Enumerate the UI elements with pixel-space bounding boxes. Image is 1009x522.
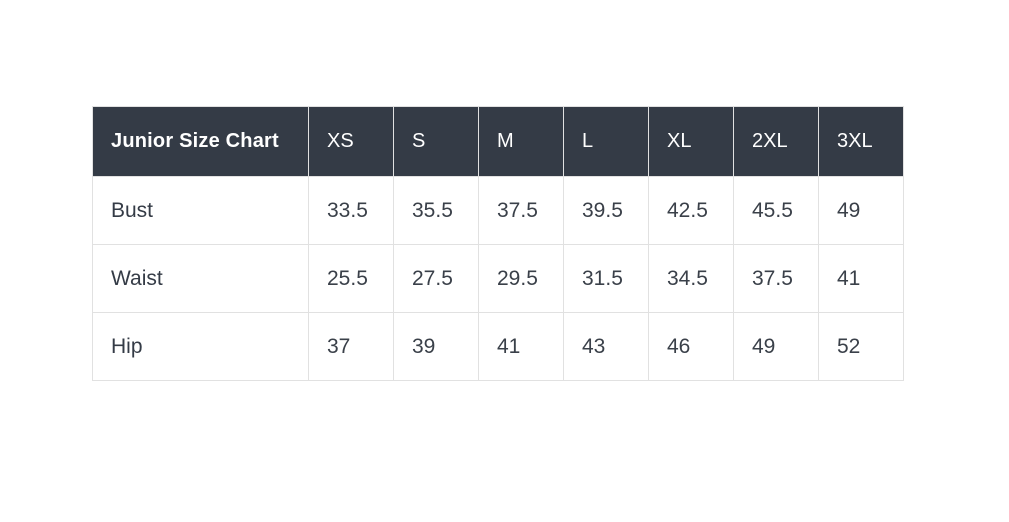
value-cell: 41 (818, 244, 904, 313)
value-cell: 43 (563, 312, 649, 381)
value-cell: 41 (478, 312, 564, 381)
row-label-cell: Waist (92, 244, 309, 313)
value-cell: 31.5 (563, 244, 649, 313)
table-row-bust: Bust 33.5 35.5 37.5 39.5 42.5 45.5 49 (92, 176, 904, 245)
value-cell: 42.5 (648, 176, 734, 245)
header-cell-s: S (393, 106, 479, 177)
value-cell: 35.5 (393, 176, 479, 245)
header-cell-m: M (478, 106, 564, 177)
table-header-row: Junior Size Chart XS S M L XL 2XL 3XL (92, 106, 904, 177)
value-cell: 39 (393, 312, 479, 381)
value-cell: 27.5 (393, 244, 479, 313)
value-cell: 37.5 (478, 176, 564, 245)
table-row-waist: Waist 25.5 27.5 29.5 31.5 34.5 37.5 41 (92, 244, 904, 313)
header-cell-2xl: 2XL (733, 106, 819, 177)
header-cell-xs: XS (308, 106, 394, 177)
header-cell-3xl: 3XL (818, 106, 904, 177)
value-cell: 49 (818, 176, 904, 245)
value-cell: 39.5 (563, 176, 649, 245)
row-label-cell: Bust (92, 176, 309, 245)
value-cell: 34.5 (648, 244, 734, 313)
value-cell: 52 (818, 312, 904, 381)
value-cell: 45.5 (733, 176, 819, 245)
junior-size-chart-table: Junior Size Chart XS S M L XL 2XL 3XL Bu… (92, 106, 904, 381)
value-cell: 37 (308, 312, 394, 381)
value-cell: 49 (733, 312, 819, 381)
value-cell: 33.5 (308, 176, 394, 245)
header-cell-l: L (563, 106, 649, 177)
value-cell: 37.5 (733, 244, 819, 313)
header-cell-title: Junior Size Chart (92, 106, 309, 177)
value-cell: 46 (648, 312, 734, 381)
table-row-hip: Hip 37 39 41 43 46 49 52 (92, 312, 904, 381)
value-cell: 29.5 (478, 244, 564, 313)
row-label-cell: Hip (92, 312, 309, 381)
value-cell: 25.5 (308, 244, 394, 313)
header-cell-xl: XL (648, 106, 734, 177)
